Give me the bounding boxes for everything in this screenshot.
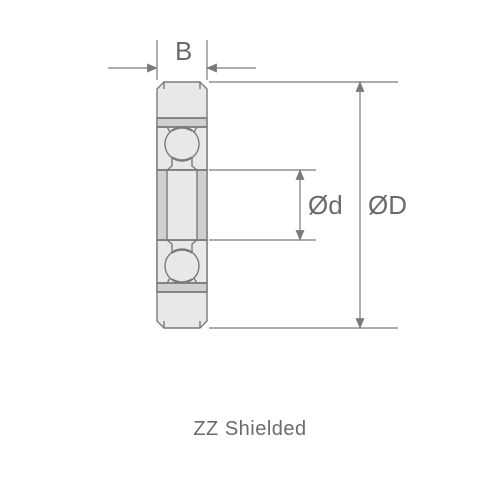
label-inner-dia: Ød <box>308 190 343 220</box>
outer-race-top-shade <box>157 118 207 127</box>
diagram-canvas: B Ød ØD ZZ Shielded <box>0 0 500 500</box>
dimension-inner-dia <box>209 170 316 240</box>
ball-top <box>165 127 199 161</box>
bore-face <box>167 170 197 240</box>
bearing-body <box>157 82 207 328</box>
label-B: B <box>175 36 192 66</box>
ball-bottom <box>165 249 199 283</box>
caption: ZZ Shielded <box>0 418 500 441</box>
label-outer-dia: ØD <box>368 190 407 220</box>
outer-race-bottom-shade <box>157 283 207 292</box>
